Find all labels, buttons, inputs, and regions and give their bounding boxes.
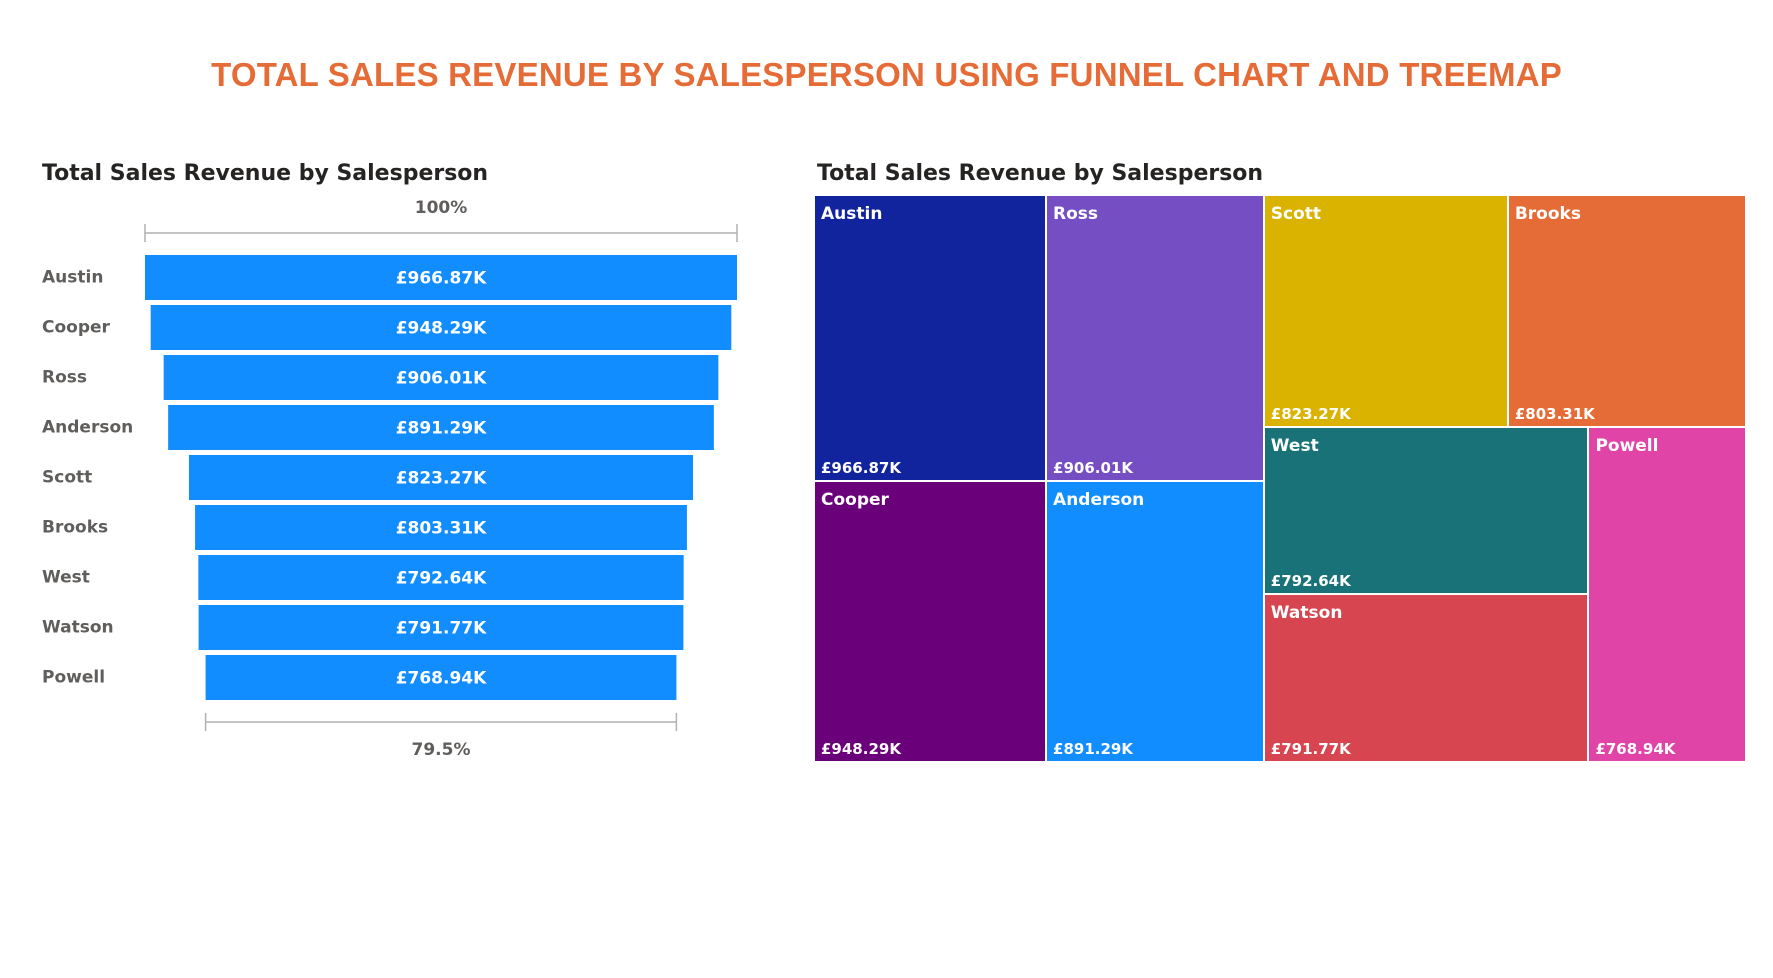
treemap-tile[interactable]: Cooper £948.29K <box>814 481 1047 762</box>
treemap-category-label: West <box>1270 435 1319 456</box>
funnel-bar[interactable] <box>163 355 719 400</box>
funnel-bar[interactable] <box>205 655 677 700</box>
treemap-data-label: £823.27K <box>1270 404 1351 423</box>
funnel-bar[interactable] <box>195 505 687 550</box>
treemap-category-label: Anderson <box>1053 489 1145 510</box>
funnel-category-label: Powell <box>42 668 105 688</box>
funnel-category-label: Watson <box>42 618 114 638</box>
funnel-bottom-percent-label: 79.5% <box>412 740 471 760</box>
treemap-category-label: Ross <box>1053 204 1099 224</box>
treemap-tile[interactable]: Watson £791.77K <box>1263 594 1589 762</box>
treemap-category-label: Powell <box>1595 435 1659 456</box>
treemap-data-label: £906.01K <box>1053 458 1133 477</box>
funnel-data-label: £823.27K <box>396 469 487 489</box>
treemap-data-label: £791.77K <box>1270 739 1351 758</box>
funnel-bar[interactable] <box>198 555 684 600</box>
funnel-data-label: £948.29K <box>396 319 487 339</box>
funnel-bar[interactable] <box>198 605 684 650</box>
treemap-data-label: £768.94K <box>1595 739 1676 758</box>
treemap-category-label: Cooper <box>821 490 889 511</box>
funnel-top-percent-label: 100% <box>415 198 468 218</box>
treemap-tile[interactable]: Anderson £891.29K <box>1046 480 1264 762</box>
funnel-data-label: £891.29K <box>396 419 487 439</box>
funnel-category-label: Austin <box>42 268 103 288</box>
treemap-data-label: £792.64K <box>1270 572 1351 591</box>
funnel-category-label: Cooper <box>42 318 111 338</box>
funnel-data-label: £792.64K <box>396 569 487 589</box>
treemap-data-label: £966.87K <box>821 459 901 478</box>
funnel-category-label: Scott <box>42 468 92 488</box>
treemap-category-label: Scott <box>1270 204 1322 224</box>
funnel-data-label: £803.31K <box>396 519 487 539</box>
page-title: TOTAL SALES REVENUE BY SALESPERSON USING… <box>211 56 1562 93</box>
funnel-chart[interactable]: £966.87K Austin £948.29K Cooper £906.01K Ross… <box>0 0 790 780</box>
treemap-tile[interactable]: Powell £768.94K <box>1588 426 1746 762</box>
treemap-title: Total Sales Revenue by Salesperson <box>817 161 1264 186</box>
funnel-bar[interactable] <box>145 255 737 300</box>
treemap-tile[interactable]: Ross £906.01K <box>1046 195 1264 481</box>
funnel-category-label: Ross <box>42 368 87 388</box>
treemap-category-label: Watson <box>1270 603 1343 624</box>
treemap-category-label: Austin <box>821 204 883 224</box>
funnel-category-label: Anderson <box>42 418 133 438</box>
treemap-data-label: £803.31K <box>1514 404 1595 423</box>
treemap-tile[interactable]: West £792.64K <box>1263 426 1589 595</box>
funnel-data-label: £966.87K <box>396 269 487 289</box>
funnel-bar[interactable] <box>168 405 714 450</box>
treemap-tile[interactable]: Austin £966.87K <box>814 195 1047 482</box>
treemap-chart[interactable]: Austin £966.87K Cooper £948.29K Ross £906.01K… <box>814 195 1746 762</box>
funnel-bar[interactable] <box>188 455 694 500</box>
funnel-data-label: £906.01K <box>396 369 487 389</box>
treemap-tile[interactable]: Brooks £803.31K <box>1507 195 1746 427</box>
funnel-title: Total Sales Revenue by Salesperson <box>42 161 489 186</box>
funnel-data-label: £791.77K <box>396 619 487 639</box>
treemap-tile[interactable]: Scott £823.27K <box>1263 195 1508 427</box>
treemap-data-label: £948.29K <box>821 739 901 758</box>
funnel-bar[interactable] <box>150 305 732 350</box>
funnel-data-label: £768.94K <box>396 669 487 689</box>
treemap-data-label: £891.29K <box>1053 739 1133 758</box>
treemap-category-label: Brooks <box>1514 204 1581 224</box>
funnel-category-label: Brooks <box>42 518 108 538</box>
funnel-category-label: West <box>42 568 90 588</box>
